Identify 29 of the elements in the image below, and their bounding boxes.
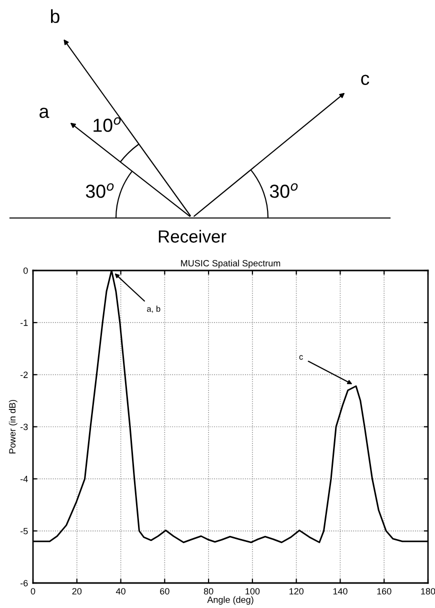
x-tick-label: 160 [377, 588, 392, 594]
y-tick-label: -2 [20, 372, 28, 378]
annotation: a, b [147, 306, 160, 313]
y-tick-label: -4 [20, 476, 28, 482]
y-tick-label: -5 [20, 528, 28, 534]
x-tick-label: 180 [421, 588, 435, 594]
y-tick-label: -1 [20, 320, 28, 326]
x-tick-label: 60 [160, 588, 170, 594]
y-tick-label: -6 [20, 580, 28, 586]
x-tick-label: 40 [116, 588, 126, 594]
text: 30$^{o}$ [86, 183, 114, 198]
chart-title: MUSIC Spatial Spectrum [181, 260, 280, 268]
text: a [40, 108, 50, 118]
x-tick-label: 120 [289, 588, 304, 594]
y-tick-label: 0 [23, 267, 28, 274]
x-axis-title: Angle (deg) [207, 596, 254, 605]
x-tick-label: 140 [333, 588, 348, 594]
text: c [361, 74, 370, 86]
x-tick-label: 80 [204, 588, 214, 594]
x-tick-label: 20 [72, 588, 82, 594]
y-axis-title: Power (in dB) [8, 400, 18, 454]
annotation: c [299, 355, 303, 360]
x-tick-label: 0 [30, 588, 36, 594]
y-tick-label: -3 [20, 424, 28, 430]
text: 10$^{o}$ [94, 117, 121, 132]
text: b [50, 9, 60, 24]
x-tick-label: 100 [246, 588, 260, 594]
text: 30$^{o}$ [270, 183, 298, 198]
text: Receiver [158, 230, 226, 243]
